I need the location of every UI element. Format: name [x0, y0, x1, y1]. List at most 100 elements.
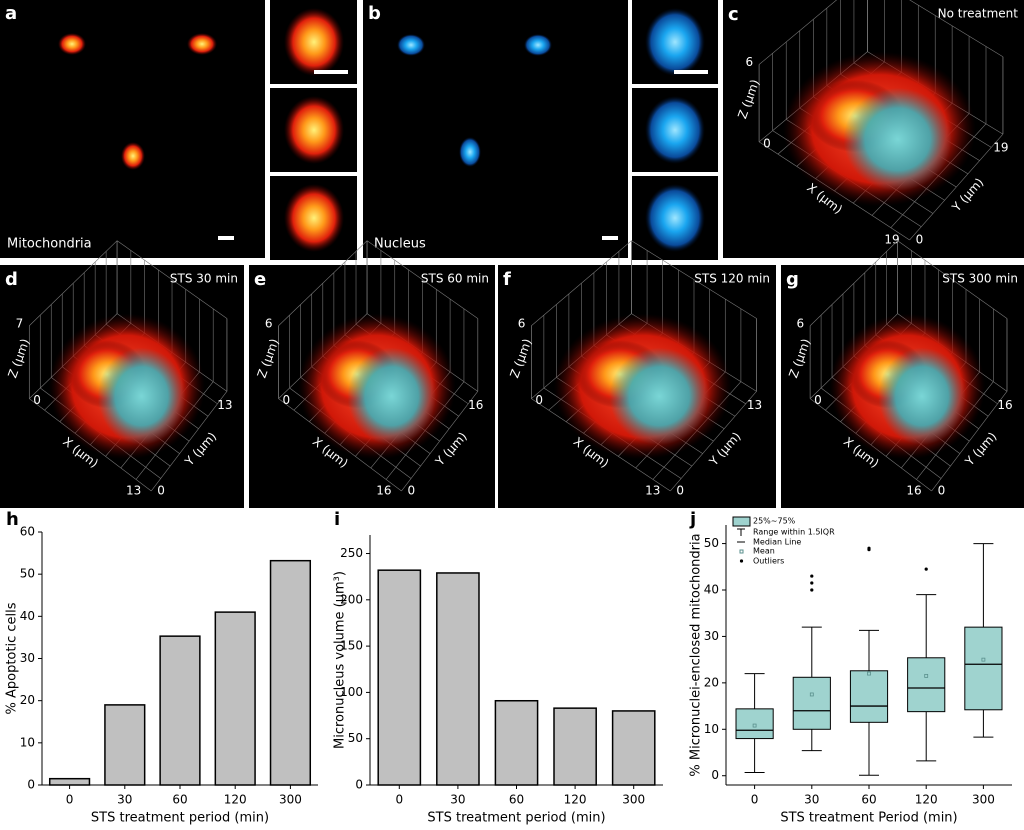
bar — [159, 635, 201, 786]
box — [792, 676, 831, 730]
fluorescence — [645, 184, 705, 252]
panel-text: No treatment — [938, 7, 1019, 21]
y-axis-label: % Apoptotic cells — [5, 602, 20, 714]
panel-text: 19 — [884, 232, 899, 246]
axis-grid — [116, 240, 228, 319]
outlier — [810, 581, 814, 585]
y-tick-label: 50 — [704, 536, 719, 550]
fluorescence — [397, 34, 425, 56]
panel-text: 13 — [645, 483, 660, 497]
panel-text: b — [368, 3, 381, 24]
y-axis-label: % Micronuclei-enclosed mitochondria — [689, 533, 704, 776]
panel-text: 0 — [676, 483, 684, 497]
panel-text: c — [728, 4, 739, 25]
panel-text: Mitochondria — [7, 237, 92, 252]
x-tick-label: 30 — [117, 793, 132, 807]
fluorescence — [645, 96, 705, 164]
x-tick-label: 120 — [224, 793, 247, 807]
axis-grid — [670, 391, 757, 492]
bar — [436, 572, 480, 786]
y-tick-label: 30 — [20, 651, 35, 665]
axis-grid — [809, 240, 898, 326]
fluorescence — [97, 347, 186, 445]
panel-text: STS 300 min — [942, 272, 1018, 286]
legend-swatch — [732, 516, 751, 527]
panel-text: STS 120 min — [694, 272, 770, 286]
y-tick-label: 60 — [20, 525, 35, 539]
panel-letter: j — [689, 509, 696, 530]
y-tick-label: 40 — [20, 609, 35, 623]
mean — [924, 673, 929, 678]
legend-label: Range within 1.5IQR — [753, 528, 835, 537]
axis-grid — [151, 391, 228, 492]
x-tick-label: 60 — [861, 793, 876, 807]
mean — [809, 692, 814, 697]
x-tick-label: 0 — [66, 793, 74, 807]
box — [907, 657, 946, 713]
fluorescence — [645, 8, 705, 76]
fluorescence — [121, 142, 145, 170]
panel-text: 16 — [468, 398, 483, 412]
panel-text: e — [254, 269, 266, 290]
legend-label: Mean — [753, 547, 775, 556]
legend-label: Median Line — [753, 538, 801, 547]
outlier — [810, 588, 814, 592]
y-tick-label: 30 — [704, 629, 719, 643]
y-tick-label: 50 — [348, 731, 363, 745]
fluorescence — [843, 87, 952, 191]
panel-text: 6 — [518, 316, 526, 330]
fluorescence — [58, 33, 86, 55]
y-tick-label: 150 — [340, 639, 363, 653]
box — [735, 708, 774, 740]
x-tick-label: 120 — [564, 793, 587, 807]
panel-text: 0 — [916, 232, 924, 246]
axis-grid — [758, 0, 837, 65]
bar — [553, 707, 597, 786]
axis-grid — [531, 240, 632, 326]
panel-text: 0 — [535, 393, 543, 407]
legend-label: 25%~75% — [753, 517, 796, 526]
fluorescence — [459, 137, 481, 167]
panel-text: 0 — [938, 483, 946, 497]
panel-text: 16 — [376, 483, 391, 497]
fluorescence — [187, 33, 217, 55]
bar — [611, 710, 656, 786]
legend-label: Outliers — [753, 557, 784, 566]
x-tick-label: 120 — [915, 793, 938, 807]
y-tick-label: 100 — [340, 685, 363, 699]
outlier — [810, 574, 814, 578]
panel-letter: i — [334, 509, 340, 530]
axis-grid — [909, 0, 1004, 58]
panel-text: 0 — [408, 483, 416, 497]
panel-text: 7 — [16, 316, 24, 330]
panel-text: 6 — [265, 316, 273, 330]
fluorescence — [609, 347, 710, 445]
mean — [981, 657, 986, 662]
panel-text: 6 — [745, 55, 753, 69]
panel-text: 13 — [747, 398, 762, 412]
y-tick-label: 0 — [355, 778, 363, 792]
x-tick-label: 60 — [509, 793, 524, 807]
legend-outlier — [739, 559, 744, 563]
scale-bar — [314, 70, 348, 74]
axis-grid — [401, 391, 479, 492]
panel-text: 19 — [993, 141, 1008, 155]
fluorescence — [284, 96, 344, 164]
panel-text: g — [786, 269, 799, 290]
outlier — [924, 567, 928, 571]
panel-text: 13 — [126, 483, 141, 497]
y-tick-label: 10 — [704, 722, 719, 736]
panel-letter: h — [6, 509, 19, 530]
bar — [269, 559, 312, 786]
panel-text: 0 — [814, 393, 822, 407]
fluorescence — [284, 8, 344, 76]
panel-text: 16 — [997, 398, 1012, 412]
mean — [752, 723, 757, 728]
panel-text: 6 — [797, 316, 805, 330]
x-axis-label: STS treatment period (min) — [427, 811, 605, 826]
scale-bar — [602, 236, 618, 240]
panel-text: f — [503, 269, 511, 290]
panel-text: 0 — [157, 483, 165, 497]
axis-grid — [631, 240, 757, 319]
